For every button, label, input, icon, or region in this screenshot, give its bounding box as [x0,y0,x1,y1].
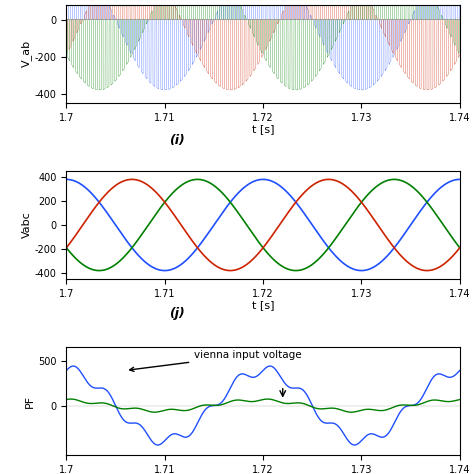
Text: (i): (i) [169,134,184,147]
Y-axis label: PF: PF [26,394,36,408]
Text: (j): (j) [169,307,184,320]
Text: vienna input voltage: vienna input voltage [130,350,302,372]
X-axis label: t [s]: t [s] [252,124,274,134]
X-axis label: t [s]: t [s] [252,300,274,310]
Y-axis label: V_ab: V_ab [21,40,32,67]
Y-axis label: Vabc: Vabc [22,211,32,238]
